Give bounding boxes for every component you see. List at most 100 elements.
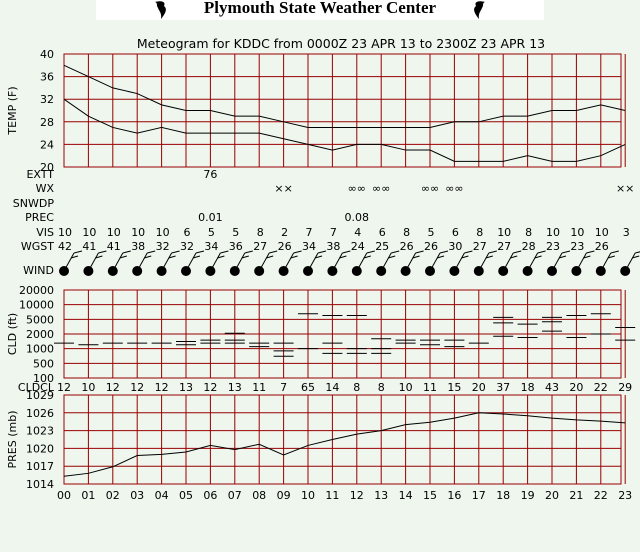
wind-barb-feather xyxy=(192,255,201,259)
pressure-tick-label: 1023 xyxy=(26,425,54,438)
wind-barb-feather xyxy=(144,255,152,259)
wind-station-dot xyxy=(425,266,435,276)
hour-tick-label: 21 xyxy=(569,489,583,502)
temperature-line xyxy=(63,64,626,128)
wind-barb-feather xyxy=(412,255,420,259)
temp-tick-label: 36 xyxy=(40,71,54,84)
cldcl-value: 18 xyxy=(521,381,535,394)
hour-tick-label: 20 xyxy=(545,489,559,502)
cldcl-value: 11 xyxy=(423,381,437,394)
wind-barb-feather xyxy=(241,255,249,259)
row-label-prec: PREC xyxy=(25,211,54,224)
wgst-value: 38 xyxy=(326,240,340,253)
hour-tick-label: 14 xyxy=(399,489,413,502)
wind-barb-feather xyxy=(561,250,571,254)
hour-tick-label: 00 xyxy=(57,489,71,502)
row-label-wgst: WGST xyxy=(21,240,54,253)
cldcl-value: 12 xyxy=(203,381,217,394)
wind-barb-feather xyxy=(439,250,449,254)
wgst-value: 23 xyxy=(570,240,584,253)
wx-value: ∞∞ xyxy=(421,182,439,195)
hour-tick-label: 01 xyxy=(81,489,95,502)
hour-tick-label: 22 xyxy=(594,489,608,502)
cldcl-label: CLDCL xyxy=(18,381,55,394)
vis-value: 10 xyxy=(58,226,72,239)
cldcl-value: 13 xyxy=(179,381,193,394)
wind-barb-feather xyxy=(510,255,518,259)
wgst-value: 38 xyxy=(131,240,145,253)
row-label-wx: WX xyxy=(36,182,55,195)
wgst-value: 25 xyxy=(375,240,389,253)
cldcl-value: 20 xyxy=(472,381,486,394)
row-label-wind: WIND xyxy=(23,264,54,277)
wind-station-dot xyxy=(522,266,533,276)
hour-tick-label: 19 xyxy=(521,489,535,502)
hour-tick-label: 04 xyxy=(155,489,169,502)
cldcl-value: 11 xyxy=(252,381,266,394)
vis-value: 8 xyxy=(257,226,264,239)
vis-value: 10 xyxy=(131,226,145,239)
vis-value: 10 xyxy=(107,226,121,239)
hour-tick-label: 09 xyxy=(277,489,291,502)
wind-barb-feather xyxy=(119,255,127,259)
wx-value: ×× xyxy=(274,182,292,195)
temp-frame xyxy=(63,53,622,168)
wind-barb-feather xyxy=(342,250,351,254)
wind-barb-feather xyxy=(293,250,302,254)
hour-tick-label: 23 xyxy=(618,489,632,502)
cloud-tick-label: 500 xyxy=(33,357,54,370)
cldcl-value: 12 xyxy=(130,381,144,394)
wind-barb-feather xyxy=(339,255,347,259)
cloud-tick-label: 10000 xyxy=(19,299,54,312)
vis-value: 7 xyxy=(306,226,313,239)
wgst-value: 27 xyxy=(497,240,511,253)
wind-barb-feather xyxy=(488,250,497,254)
wind-barb-feather xyxy=(485,255,493,259)
vis-value: 10 xyxy=(82,226,96,239)
cldcl-value: 13 xyxy=(228,381,242,394)
cldcl-value: 10 xyxy=(399,381,413,394)
cldcl-value: 65 xyxy=(301,381,315,394)
temp-tick-label: 20 xyxy=(40,161,54,174)
wind-barb-feather xyxy=(461,255,469,259)
hour-tick-label: 16 xyxy=(447,489,461,502)
vis-value: 5 xyxy=(208,226,215,239)
vis-value: 8 xyxy=(403,226,410,239)
vis-value: 4 xyxy=(354,226,361,239)
row-label-snwdp: SNWDP xyxy=(13,197,55,210)
temp-tick-label: 24 xyxy=(40,138,54,151)
wind-station-dot xyxy=(376,266,387,276)
cloud-tick-label: 1000 xyxy=(26,343,54,356)
wind-barb-feather xyxy=(168,255,176,259)
wind-barb-feather xyxy=(98,250,107,254)
pressure-tick-label: 1017 xyxy=(26,460,54,473)
wind-barb-feather xyxy=(558,255,567,259)
vis-value: 10 xyxy=(570,226,584,239)
pressure-frame xyxy=(63,394,622,485)
cldcl-value: 8 xyxy=(378,381,385,394)
pressure-axis-label: PRES (mb) xyxy=(6,411,19,469)
wind-barb-feather xyxy=(290,255,298,259)
vis-value: 8 xyxy=(525,226,532,239)
hour-tick-label: 12 xyxy=(350,489,364,502)
wind-barb-feather xyxy=(317,250,327,254)
cldcl-value: 12 xyxy=(106,381,120,394)
wind-station-dot xyxy=(595,266,606,276)
vis-value: 7 xyxy=(330,226,337,239)
wind-barb-feather xyxy=(314,255,323,259)
temp-tick-label: 40 xyxy=(40,48,54,61)
wind-station-dot xyxy=(473,266,484,276)
cldcl-value: 12 xyxy=(155,381,169,394)
vis-value: 6 xyxy=(184,226,191,239)
wgst-value: 26 xyxy=(424,240,438,253)
vis-value: 5 xyxy=(428,226,435,239)
banner: Plymouth State Weather Center xyxy=(96,0,544,20)
hour-tick-label: 15 xyxy=(423,489,437,502)
prec-value: 0.08 xyxy=(345,211,370,224)
wind-station-dot xyxy=(107,266,118,276)
dewpoint-line xyxy=(63,98,626,162)
vis-value: 10 xyxy=(497,226,511,239)
